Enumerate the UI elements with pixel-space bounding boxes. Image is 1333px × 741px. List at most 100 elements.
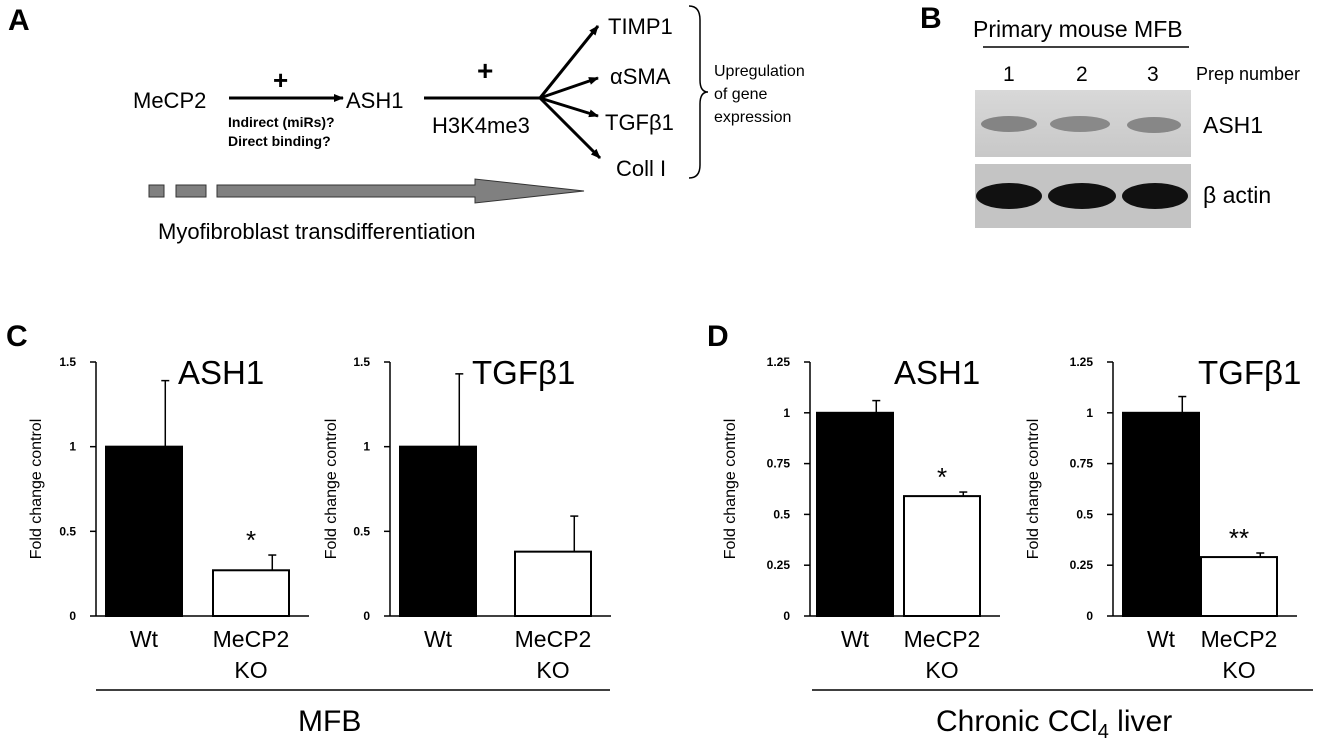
mechanism-note-2: Direct binding? (228, 133, 331, 149)
chart-title: TGFβ1 (472, 354, 575, 391)
plus-sign-1: + (273, 65, 288, 95)
bar-ko (903, 495, 981, 617)
bar-wt (1122, 411, 1200, 617)
chart-c-tgfb1: 0 0.5 1 1.5 Fold change control TGFβ1 Wt MeCP2 K… (323, 354, 611, 683)
category-label: MeCP2 (1201, 626, 1278, 652)
bar-ko (212, 569, 290, 618)
gene-coll1: Coll I (616, 156, 666, 181)
category-label: MeCP2 (515, 626, 592, 652)
chart-title: ASH1 (894, 354, 980, 391)
gene-asma: αSMA (610, 64, 671, 89)
progress-block-1 (148, 184, 165, 198)
y-tick-label: 1 (783, 406, 790, 420)
actin-band-lane-2 (1048, 183, 1116, 209)
category-label: MeCP2 (213, 626, 290, 652)
chart-title: TGFβ1 (1198, 354, 1301, 391)
category-label: KO (536, 657, 569, 683)
y-axis-label: Fold change control (323, 419, 340, 560)
arrow-to-timp1 (538, 25, 600, 99)
mecp2-label: MeCP2 (133, 88, 206, 113)
gene-timp1: TIMP1 (608, 14, 673, 39)
y-tick-label: 0 (783, 609, 790, 623)
y-tick-label: 0.5 (59, 524, 76, 538)
y-tick-label: 1.5 (59, 355, 76, 369)
chart-title: ASH1 (178, 354, 264, 391)
category-label: Wt (1147, 626, 1176, 652)
chart-d-ash1: 0 0.25 0.5 0.75 1 1.25 Fold change control ASH1… (722, 354, 1000, 683)
category-label: MeCP2 (904, 626, 981, 652)
y-tick-label: 1.25 (1070, 355, 1094, 369)
blot-title: Primary mouse MFB (973, 16, 1183, 42)
gene-tgfb1: TGFβ1 (605, 110, 674, 135)
panel-b-letter: B (920, 2, 942, 35)
y-tick-label: 1 (363, 440, 370, 454)
h3k4me3-label: H3K4me3 (432, 113, 530, 138)
transdifferentiation-caption: Myofibroblast transdifferentiation (158, 219, 476, 244)
upregulation-line-3: expression (714, 109, 791, 126)
y-tick-label: 1.25 (767, 355, 791, 369)
bar-wt (816, 411, 894, 617)
panel-c-letter: C (6, 320, 28, 353)
y-tick-label: 0.75 (767, 457, 791, 471)
category-label: KO (925, 657, 958, 683)
category-label: KO (234, 657, 267, 683)
bar-wt (399, 445, 477, 617)
ash1-band-lane-2 (1050, 116, 1110, 132)
category-label: Wt (424, 626, 453, 652)
y-axis-label: Fold change control (1025, 419, 1042, 560)
y-tick-label: 0.25 (767, 558, 791, 572)
chart-c-ash1: 0 0.5 1 1.5 Fold change control ASH1 Wt * MeCP2 K… (28, 354, 309, 683)
y-tick-label: 0.5 (773, 507, 790, 521)
arrow-to-tgfb1 (539, 96, 599, 118)
y-tick-label: 1 (1086, 406, 1093, 420)
ash1-node-label: ASH1 (346, 88, 403, 113)
upregulation-line-1: Upregulation (714, 63, 805, 80)
y-tick-label: 0.25 (1070, 558, 1094, 572)
actin-band-label: β actin (1203, 182, 1271, 208)
mechanism-note-1: Indirect (miRs)? (228, 114, 335, 130)
significance-marker: ** (1229, 523, 1249, 553)
ash1-band-label: ASH1 (1203, 112, 1263, 138)
lane-2-label: 2 (1076, 63, 1088, 86)
y-tick-label: 0 (363, 609, 370, 623)
y-tick-label: 0 (1086, 609, 1093, 623)
actin-band-lane-3 (1122, 183, 1188, 209)
ash1-band-lane-1 (981, 116, 1037, 132)
significance-marker: * (937, 462, 947, 492)
mfb-group-label: MFB (298, 705, 361, 738)
lane-3-label: 3 (1147, 63, 1159, 86)
progress-block-2 (175, 184, 207, 198)
y-axis-label: Fold change control (722, 419, 739, 560)
lane-1-label: 1 (1003, 63, 1015, 86)
y-tick-label: 1.5 (353, 355, 370, 369)
transdifferentiation-arrow (216, 178, 585, 204)
category-label: Wt (130, 626, 159, 652)
panel-a: A MeCP2 + ASH1 Indirect (miRs)? Direct b… (8, 4, 805, 244)
panel-d-letter: D (707, 320, 729, 353)
y-tick-label: 1 (69, 440, 76, 454)
y-axis-label: Fold change control (28, 419, 45, 560)
category-label: KO (1222, 657, 1255, 683)
y-tick-label: 0.5 (1076, 507, 1093, 521)
gene-brace (688, 5, 709, 179)
bar-ko (1200, 556, 1278, 618)
significance-marker: * (246, 525, 256, 555)
plus-sign-2: + (477, 55, 493, 86)
chart-d-tgfb1: 0 0.25 0.5 0.75 1 1.25 Fold change control TGFβ… (1025, 354, 1301, 683)
upregulation-line-2: of gene (714, 86, 767, 103)
ccl4-group-label: Chronic CCl4 liver (936, 705, 1172, 741)
panel-b: B Primary mouse MFB 1 2 3 Prep number AS… (920, 2, 1300, 228)
actin-band-lane-1 (976, 183, 1042, 209)
ash1-band-lane-3 (1127, 117, 1181, 133)
bar-wt (105, 445, 183, 617)
y-tick-label: 0.5 (353, 524, 370, 538)
y-tick-label: 0.75 (1070, 457, 1094, 471)
bar-ko (514, 550, 592, 617)
arrow-to-asma (539, 76, 599, 100)
arrow-to-coll1 (538, 96, 602, 160)
panel-a-letter: A (8, 4, 30, 37)
prep-number-label: Prep number (1196, 64, 1300, 84)
category-label: Wt (841, 626, 870, 652)
y-tick-label: 0 (69, 609, 76, 623)
